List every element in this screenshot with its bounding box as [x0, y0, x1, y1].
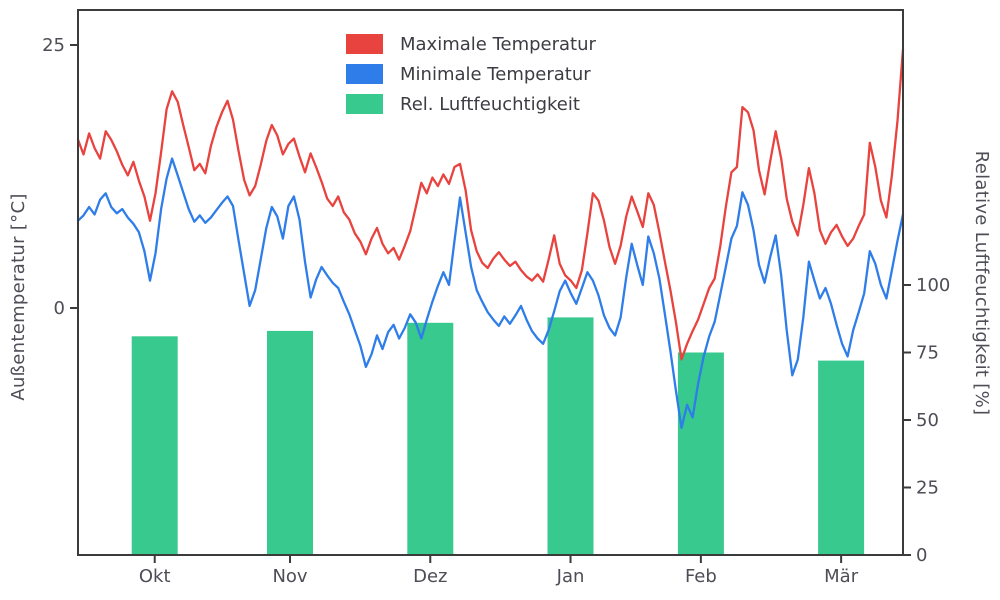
chart-legend: Maximale Temperatur Minimale Temperatur …	[342, 27, 600, 121]
left-tick-label: 25	[42, 35, 65, 56]
plot-border	[77, 9, 904, 556]
min-temp-swatch-icon	[346, 64, 383, 84]
max-temp-swatch-icon	[346, 34, 383, 54]
legend-row-max-temp: Maximale Temperatur	[346, 29, 596, 59]
x-tick-label: Mär	[824, 566, 859, 587]
humidity-bar	[677, 352, 724, 555]
x-tick-label: Okt	[139, 566, 171, 587]
x-tick-label: Feb	[685, 566, 717, 587]
humidity-swatch-icon	[346, 94, 383, 114]
min-temp-line	[76, 157, 905, 430]
max-temp-line	[76, 48, 905, 361]
legend-label-max-temp: Maximale Temperatur	[400, 33, 596, 55]
right-axis-title: Relative Luftfeuchtigkeit [%]	[971, 150, 992, 416]
x-tick-label: Nov	[272, 566, 307, 587]
right-tick-label: 100	[916, 275, 950, 296]
x-tick-label: Jan	[556, 566, 585, 587]
legend-row-min-temp: Minimale Temperatur	[346, 59, 596, 89]
right-tick-label: 0	[916, 545, 927, 566]
legend-label-min-temp: Minimale Temperatur	[400, 63, 591, 85]
left-axis-title: Außentemperatur [°C]	[8, 193, 29, 401]
humidity-bar	[818, 360, 865, 555]
right-tick-label: 50	[916, 410, 939, 431]
right-tick-label: 25	[916, 478, 939, 499]
right-tick-label: 75	[916, 343, 939, 364]
humidity-bar	[131, 336, 178, 555]
left-tick-label: 0	[54, 298, 65, 319]
humidity-bar	[407, 322, 454, 555]
legend-label-humidity: Rel. Luftfeuchtigkeit	[400, 93, 580, 115]
humidity-bar	[547, 317, 594, 555]
x-tick-label: Dez	[413, 566, 447, 587]
humidity-bar	[267, 330, 313, 555]
legend-row-humidity: Rel. Luftfeuchtigkeit	[346, 89, 596, 119]
